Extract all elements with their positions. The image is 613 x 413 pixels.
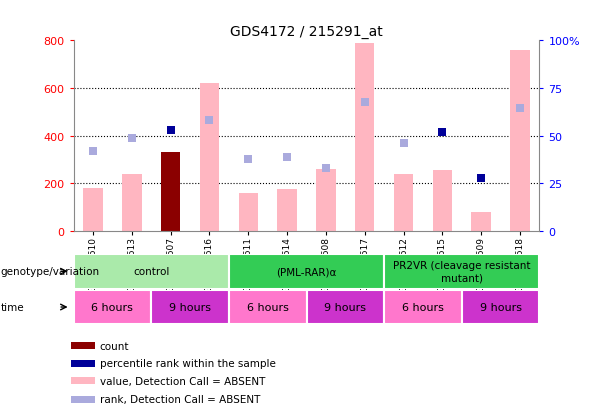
Bar [462, 290, 539, 324]
Text: 9 hours: 9 hours [479, 302, 522, 312]
Text: 6 hours: 6 hours [402, 302, 444, 312]
Text: 9 hours: 9 hours [324, 302, 367, 312]
Text: 9 hours: 9 hours [169, 302, 211, 312]
Bar [71, 360, 96, 367]
Title: GDS4172 / 215291_at: GDS4172 / 215291_at [230, 25, 383, 39]
Text: control: control [133, 266, 169, 277]
Bar [471, 212, 491, 231]
Text: 6 hours: 6 hours [91, 302, 133, 312]
Bar [200, 84, 219, 231]
Text: 6 hours: 6 hours [247, 302, 289, 312]
Bar [151, 290, 229, 324]
Bar [74, 254, 229, 289]
Bar [83, 188, 103, 231]
Bar [278, 190, 297, 231]
Bar [71, 377, 96, 384]
Bar [510, 51, 530, 231]
Text: time: time [1, 302, 25, 312]
Bar [384, 254, 539, 289]
Text: rank, Detection Call = ABSENT: rank, Detection Call = ABSENT [100, 394, 260, 404]
Bar [316, 169, 336, 231]
Text: (PML-RAR)α: (PML-RAR)α [276, 266, 337, 277]
Bar [122, 174, 142, 231]
Text: PR2VR (cleavage resistant
mutant): PR2VR (cleavage resistant mutant) [393, 261, 530, 282]
Text: count: count [100, 341, 129, 351]
Bar [161, 153, 180, 231]
Text: value, Detection Call = ABSENT: value, Detection Call = ABSENT [100, 376, 265, 386]
Bar [355, 44, 375, 231]
Bar [238, 193, 258, 231]
Bar [229, 290, 306, 324]
Text: genotype/variation: genotype/variation [1, 266, 100, 277]
Bar [384, 290, 462, 324]
Bar [74, 290, 151, 324]
Bar [306, 290, 384, 324]
Bar [71, 396, 96, 403]
Text: percentile rank within the sample: percentile rank within the sample [100, 358, 276, 368]
Bar [229, 254, 384, 289]
Bar [71, 342, 96, 350]
Bar [433, 171, 452, 231]
Bar [394, 174, 413, 231]
